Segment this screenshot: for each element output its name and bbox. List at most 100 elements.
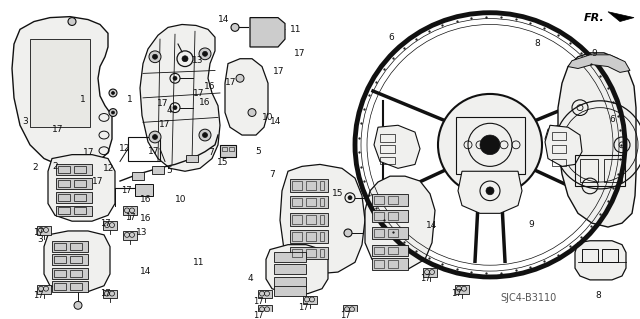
Bar	[52, 268, 88, 279]
Bar	[56, 192, 92, 203]
Bar	[306, 249, 316, 257]
Bar	[58, 194, 70, 201]
Bar	[372, 227, 408, 239]
Bar	[254, 21, 266, 31]
Bar	[186, 155, 198, 162]
Text: 8: 8	[595, 291, 601, 300]
Text: 11: 11	[291, 25, 301, 34]
Bar	[320, 232, 324, 241]
Bar	[74, 180, 86, 187]
Bar	[103, 290, 117, 299]
Bar	[372, 194, 408, 205]
Bar	[388, 196, 398, 204]
Bar	[135, 184, 153, 196]
Polygon shape	[280, 164, 365, 274]
Text: 17: 17	[340, 311, 350, 319]
Bar	[380, 134, 395, 142]
Bar	[388, 212, 398, 220]
Bar	[254, 34, 266, 44]
Text: 17: 17	[33, 228, 44, 237]
Text: 13: 13	[192, 56, 204, 65]
Bar	[54, 256, 66, 263]
Bar	[372, 211, 408, 222]
Bar	[602, 249, 618, 262]
Bar	[123, 231, 137, 240]
Bar	[274, 253, 306, 262]
Circle shape	[480, 135, 500, 155]
Bar	[274, 286, 306, 295]
Circle shape	[231, 24, 239, 31]
Bar	[380, 157, 395, 164]
Bar	[128, 137, 160, 161]
Circle shape	[182, 56, 188, 62]
Bar	[56, 178, 92, 189]
Polygon shape	[48, 155, 115, 221]
Circle shape	[111, 111, 115, 114]
Bar	[220, 145, 236, 157]
Text: 13: 13	[136, 228, 148, 237]
Polygon shape	[458, 171, 522, 213]
Bar	[54, 270, 66, 277]
Text: 15: 15	[217, 158, 228, 167]
Bar	[103, 221, 117, 230]
Text: 8: 8	[535, 39, 540, 48]
Polygon shape	[608, 12, 634, 21]
Text: 7: 7	[269, 170, 275, 179]
Circle shape	[74, 301, 82, 309]
Text: SJC4-B3110: SJC4-B3110	[500, 293, 556, 303]
Bar	[388, 229, 398, 237]
Text: 10: 10	[262, 113, 274, 122]
Text: 12: 12	[119, 144, 131, 153]
Bar	[52, 281, 88, 292]
Bar	[292, 181, 302, 190]
Polygon shape	[225, 59, 268, 135]
Bar	[306, 198, 316, 206]
Text: 17: 17	[33, 291, 44, 300]
Circle shape	[149, 51, 161, 63]
Text: 6: 6	[389, 33, 394, 42]
Text: 5: 5	[255, 147, 261, 156]
Bar	[582, 249, 598, 262]
Bar	[306, 181, 316, 190]
Circle shape	[348, 196, 352, 200]
Text: 17: 17	[100, 219, 110, 228]
Text: 17: 17	[92, 177, 103, 186]
Bar	[343, 305, 357, 314]
Text: 5: 5	[167, 166, 172, 174]
Text: 17: 17	[100, 289, 110, 298]
Polygon shape	[558, 53, 636, 227]
Text: 3: 3	[23, 117, 28, 126]
Bar	[374, 247, 384, 255]
Bar	[74, 207, 86, 214]
Text: 15: 15	[332, 189, 344, 198]
Bar	[52, 255, 88, 265]
Text: 7: 7	[209, 148, 214, 158]
Circle shape	[248, 109, 256, 116]
Text: 17: 17	[83, 148, 94, 158]
Polygon shape	[545, 125, 558, 153]
Bar	[552, 132, 566, 140]
Text: 17: 17	[298, 303, 308, 312]
Bar	[132, 172, 144, 180]
Text: 17: 17	[273, 67, 284, 76]
Circle shape	[149, 131, 161, 143]
Bar	[320, 198, 324, 206]
Bar	[372, 245, 408, 256]
Text: 17: 17	[193, 89, 204, 98]
Bar	[374, 229, 384, 237]
Text: 14: 14	[140, 267, 152, 276]
Bar	[58, 180, 70, 187]
Text: 14: 14	[269, 117, 281, 126]
Circle shape	[438, 94, 542, 196]
Bar	[575, 155, 625, 186]
Text: 16: 16	[204, 82, 216, 91]
Circle shape	[199, 48, 211, 60]
Bar	[258, 290, 272, 299]
Polygon shape	[140, 25, 220, 171]
Text: 17: 17	[253, 297, 263, 306]
Bar	[58, 207, 70, 214]
Bar	[292, 232, 302, 241]
Bar	[374, 212, 384, 220]
Circle shape	[202, 133, 207, 137]
Bar	[54, 243, 66, 249]
